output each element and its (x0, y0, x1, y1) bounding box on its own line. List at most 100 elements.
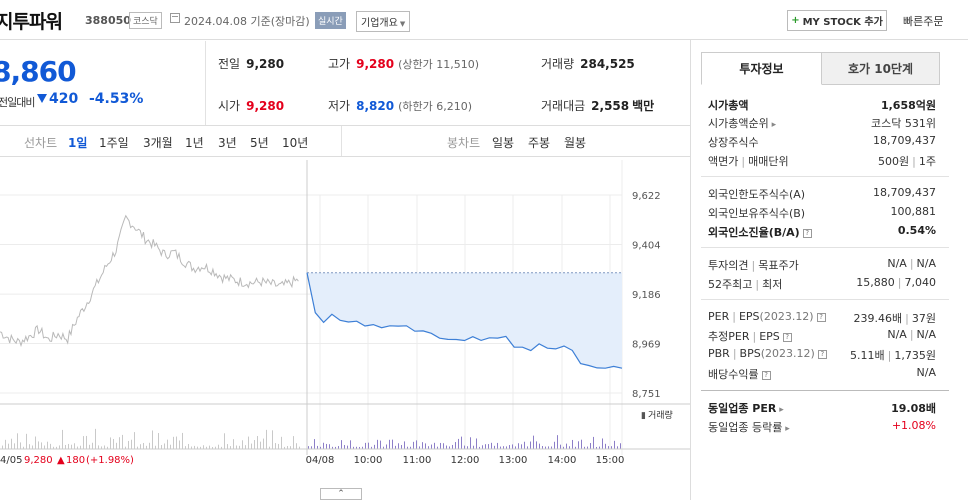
tab-daily[interactable]: 일봉 (492, 136, 515, 150)
quick-order-link[interactable]: 빠른주문 (903, 15, 944, 28)
help-icon[interactable]: ? (817, 350, 827, 359)
volume-bar (167, 439, 168, 449)
add-mystock-button[interactable]: + MY STOCK 추가 (787, 10, 887, 31)
volume-bar (146, 445, 147, 449)
volume-bar (158, 433, 159, 449)
volume-bar (224, 433, 225, 449)
price-area-fill (307, 272, 622, 369)
face-value-value: 500원 (878, 155, 910, 168)
pbr-year: (2023.12) (760, 347, 815, 360)
row-industry-per[interactable]: 동일업종 PER ▸ 19.08배 (708, 400, 936, 418)
volume-bar (356, 446, 357, 449)
foreign-ratio-label: 외국인소진율(B/A) (708, 226, 800, 239)
volume-bar (455, 442, 456, 449)
volume-bar (527, 446, 528, 449)
volume-bar (62, 429, 63, 449)
row-per-eps: PER | EPS(2023.12)? 239.46배 | 37원 (708, 310, 936, 325)
week52-low-label: 최저 (762, 278, 783, 291)
volume-bar (434, 442, 435, 449)
volume-bar (476, 438, 477, 449)
bps-label: BPS (739, 347, 761, 360)
row-face-value: 액면가 | 매매단위 500원 | 1주 (708, 155, 936, 168)
volume-bar (272, 430, 273, 449)
row-industry-rate[interactable]: 동일업종 등락률 ▸ +1.08% (708, 419, 936, 437)
volume-bar (26, 433, 27, 449)
shares-value: 18,709,437 (873, 134, 936, 147)
volume-bar (41, 442, 42, 449)
volume-bar (392, 439, 393, 449)
tab-10year[interactable]: 10년 (282, 136, 309, 150)
y-tick-label: 9,404 (632, 241, 661, 252)
volume-bar (572, 439, 573, 449)
realtime-badge[interactable]: 실시간 (315, 12, 346, 29)
row-pbr-bps: PBR | BPS(2023.12)? 5.11배 | 1,735원 (708, 347, 936, 362)
volume-bar (359, 446, 360, 449)
volume-bar (182, 432, 183, 449)
tab-3month[interactable]: 3개월 (143, 136, 173, 150)
tab-investment-info[interactable]: 투자정보 (701, 52, 822, 85)
tab-1day[interactable]: 1일 (68, 136, 88, 150)
volume-bar (413, 441, 414, 449)
prev-day-up-icon: ▲ (57, 455, 65, 466)
tab-order-book[interactable]: 호가 10단계 (821, 52, 940, 85)
row-market-cap-rank[interactable]: 시가총액순위 ▸ 코스닥 531위 (708, 115, 936, 133)
stock-name: 지투파워 (0, 11, 63, 33)
price-chart[interactable]: 9,622 9,404 9,186 8,969 8,751 04/08 10:00 11:0… (0, 160, 690, 490)
tab-weekly[interactable]: 주봉 (528, 136, 551, 150)
help-icon[interactable]: ? (816, 313, 826, 322)
volume-bar (203, 445, 204, 449)
chart-collapse-button[interactable]: ⌃ (320, 488, 362, 500)
volume-bar (53, 446, 54, 449)
prev-day-change: 180 (66, 455, 85, 466)
volume-bar (536, 441, 537, 449)
price-line (306, 272, 623, 369)
help-icon[interactable]: ? (761, 371, 771, 380)
volume-bar (593, 436, 594, 449)
quote-low-value: 8,820 (356, 99, 395, 113)
volume-bar (284, 446, 285, 449)
volume-bar (389, 439, 390, 449)
pbr-value: 5.11배 (850, 349, 885, 362)
volume-bars (2, 428, 621, 449)
tab-monthly[interactable]: 월봉 (564, 136, 587, 150)
volume-bar (14, 443, 15, 449)
volume-bar (191, 446, 192, 449)
volume-bar (197, 446, 198, 449)
help-icon[interactable]: ? (782, 333, 792, 342)
volume-bar (473, 445, 474, 449)
volume-bar (614, 440, 615, 449)
quote-prev-label: 전일 (218, 57, 241, 71)
tab-3year[interactable]: 3년 (218, 136, 237, 150)
corp-info-dropdown[interactable]: 기업개요 ▼ (356, 11, 411, 32)
x-tick-label: 10:00 (354, 455, 383, 466)
volume-bar (269, 446, 270, 449)
volume-bar (110, 437, 111, 449)
volume-bar (437, 446, 438, 449)
volume-bar (311, 446, 312, 449)
volume-bar (602, 438, 603, 449)
volume-bar (518, 443, 519, 449)
prev-day-price-line (0, 214, 299, 348)
volume-bar (20, 442, 21, 449)
volume-bar (275, 443, 276, 449)
volume-bar (617, 446, 618, 449)
tab-5year[interactable]: 5년 (250, 136, 269, 150)
industry-per-value: 19.08배 (891, 402, 936, 415)
volume-bar (380, 440, 381, 449)
volume-bar (347, 445, 348, 449)
trade-unit-label: 매매단위 (748, 155, 789, 168)
quote-low-label: 저가 (328, 99, 351, 113)
volume-bar (350, 440, 351, 449)
volume-bar (155, 445, 156, 449)
quote-amount-unit: 백만 (632, 99, 655, 113)
volume-bar (44, 445, 45, 449)
price-change-value: 420 (49, 91, 79, 107)
tab-1week[interactable]: 1주일 (99, 136, 129, 150)
volume-bar (611, 446, 612, 449)
volume-bar (299, 446, 300, 449)
volume-bar (161, 445, 162, 449)
tab-1year[interactable]: 1년 (185, 136, 204, 150)
help-icon[interactable]: ? (802, 229, 812, 238)
volume-bar (200, 446, 201, 449)
